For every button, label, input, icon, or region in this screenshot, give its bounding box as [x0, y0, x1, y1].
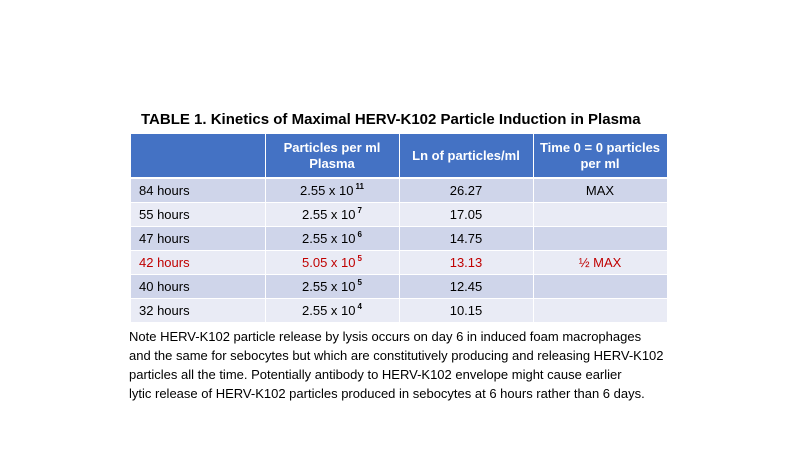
table-row: 47 hours 2.55 x 10 6 14.75 [131, 226, 668, 251]
footnote-line: lytic release of HERV-K102 particles pro… [129, 386, 645, 401]
ln-cell: 12.45 [399, 274, 534, 299]
note-cell: ½ MAX [533, 250, 668, 275]
header-particles-per-ml: Particles per ml Plasma [265, 134, 400, 179]
ln-cell: 17.05 [399, 202, 534, 227]
particles-cell: 5.05 x 10 5 [265, 250, 400, 275]
time-cell: 55 hours [131, 202, 266, 227]
time-cell: 47 hours [131, 226, 266, 251]
note-cell: MAX [533, 178, 668, 203]
table-row: 40 hours 2.55 x 10 5 12.45 [131, 274, 668, 299]
particles-cell: 2.55 x 10 11 [265, 178, 400, 203]
note-cell [533, 202, 668, 227]
ln-cell: 10.15 [399, 298, 534, 323]
footnote: Note HERV-K102 particle release by lysis… [129, 327, 664, 403]
ln-cell: 26.27 [399, 178, 534, 203]
exponent: 7 [357, 206, 362, 215]
table-row-highlighted: 42 hours 5.05 x 10 5 13.13 ½ MAX [131, 250, 668, 275]
header-time [131, 134, 266, 179]
exponent: 5 [357, 278, 362, 287]
footnote-line: particles all the time. Potentially anti… [129, 367, 622, 382]
kinetics-table: Particles per ml Plasma Ln of particles/m… [131, 134, 668, 323]
exponent: 4 [357, 302, 362, 311]
exponent: 5 [357, 254, 362, 263]
exponent: 6 [357, 230, 362, 239]
time-cell: 42 hours [131, 250, 266, 275]
table-header-row: Particles per ml Plasma Ln of particles/m… [131, 134, 668, 179]
table-row: 55 hours 2.55 x 10 7 17.05 [131, 202, 668, 227]
particles-cell: 2.55 x 10 7 [265, 202, 400, 227]
note-cell [533, 226, 668, 251]
time-cell: 84 hours [131, 178, 266, 203]
particles-cell: 2.55 x 10 6 [265, 226, 400, 251]
footnote-line: and the same for sebocytes but which are… [129, 348, 664, 363]
time-cell: 32 hours [131, 298, 266, 323]
table-row: 84 hours 2.55 x 10 11 26.27 MAX [131, 178, 668, 203]
table-row: 32 hours 2.55 x 10 4 10.15 [131, 298, 668, 323]
footnote-line: Note HERV-K102 particle release by lysis… [129, 329, 642, 344]
note-cell [533, 298, 668, 323]
time-cell: 40 hours [131, 274, 266, 299]
header-ln-particles: Ln of particles/ml [399, 134, 534, 179]
table-title: TABLE 1. Kinetics of Maximal HERV-K102 P… [141, 111, 641, 128]
particles-cell: 2.55 x 10 4 [265, 298, 400, 323]
header-time-zero: Time 0 = 0 particles per ml [533, 134, 668, 179]
ln-cell: 13.13 [399, 250, 534, 275]
exponent: 11 [355, 182, 364, 191]
particles-cell: 2.55 x 10 5 [265, 274, 400, 299]
ln-cell: 14.75 [399, 226, 534, 251]
note-cell [533, 274, 668, 299]
